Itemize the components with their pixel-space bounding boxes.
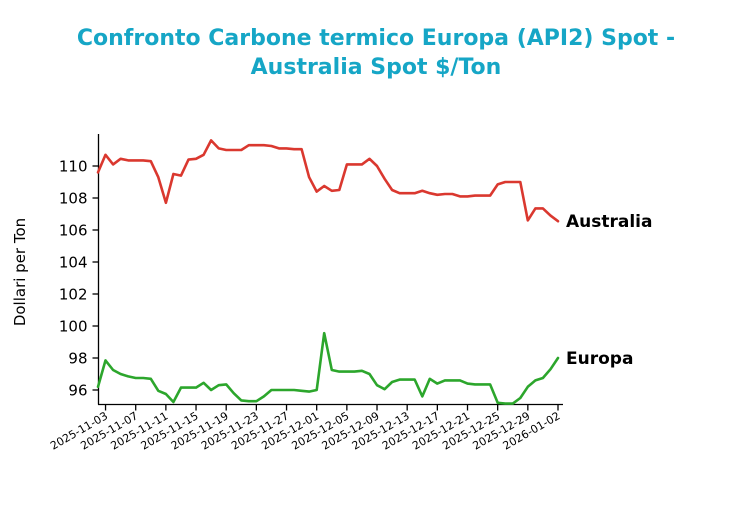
- y-tick-label: 104: [59, 254, 88, 272]
- x-tick-group: 2025-11-032025-11-072025-11-112025-11-15…: [48, 404, 563, 453]
- axes: [97, 134, 563, 406]
- y-tick-label: 110: [59, 158, 88, 176]
- y-tick-label: 108: [59, 190, 88, 208]
- y-tick-label: 102: [59, 286, 88, 304]
- y-axis-label: Dollari per Ton: [11, 218, 29, 326]
- y-tick-group: 96 98 100 102 104 106 108 110: [59, 158, 99, 400]
- australia-line: [96, 139, 560, 223]
- y-tick-label: 96: [68, 382, 87, 400]
- chart-title-line2: Australia Spot $/Ton: [250, 55, 502, 80]
- y-tick-label: 100: [59, 318, 88, 336]
- y-tick-label: 106: [59, 222, 88, 240]
- australia-series-label: Australia: [566, 212, 653, 232]
- chart-title: Confronto Carbone termico Europa (API2) …: [0, 24, 752, 82]
- europa-line: [96, 331, 560, 405]
- y-tick-label: 98: [68, 350, 87, 368]
- europa-series-label: Europa: [566, 349, 633, 369]
- chart-title-line1: Confronto Carbone termico Europa (API2) …: [76, 26, 676, 51]
